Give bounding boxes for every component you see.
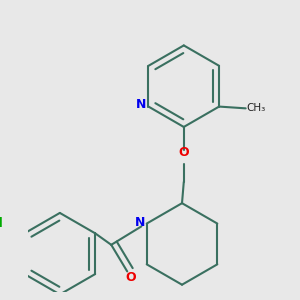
- Text: Cl: Cl: [0, 217, 3, 230]
- Text: O: O: [178, 146, 189, 159]
- Text: O: O: [125, 271, 136, 284]
- Text: N: N: [136, 98, 146, 111]
- Text: CH₃: CH₃: [247, 103, 266, 113]
- Text: N: N: [135, 216, 146, 229]
